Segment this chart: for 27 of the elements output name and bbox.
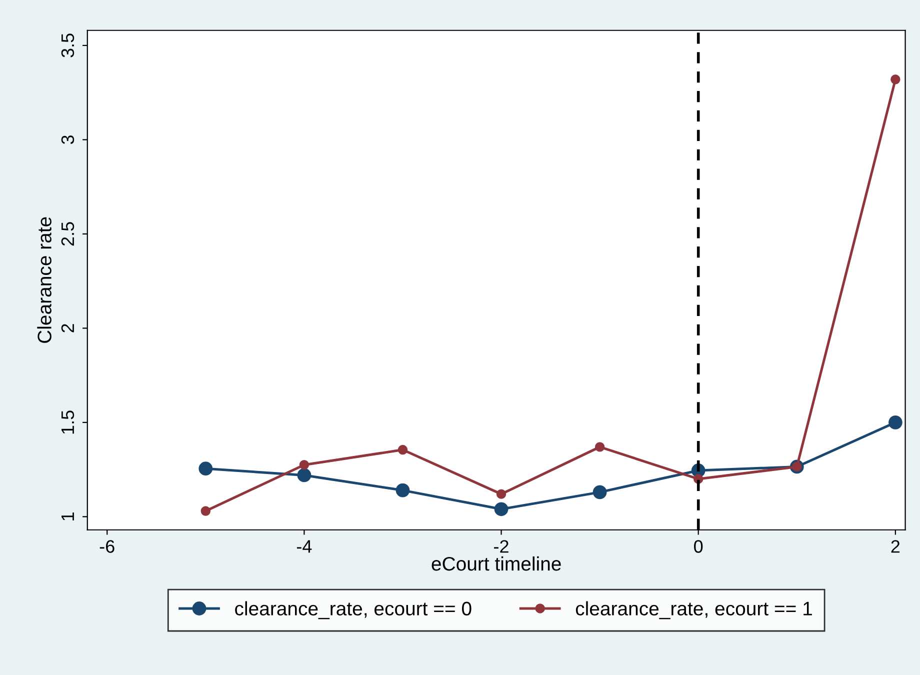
point [200, 506, 211, 516]
x-tick-label: -4 [296, 540, 312, 553]
x-axis-title: eCourt timeline [432, 556, 561, 571]
y-tick-label: 3 [61, 135, 74, 144]
y-tick-label: 1.5 [62, 410, 74, 434]
point [398, 444, 408, 455]
point [299, 460, 310, 470]
point [594, 442, 605, 452]
legend-label: clearance_rate, ecourt == 1 [576, 601, 812, 620]
point [888, 415, 902, 430]
point [198, 462, 213, 476]
y-tick-label: 1 [62, 512, 74, 520]
x-tick-label: 2 [891, 540, 900, 553]
y-tick-label: 3.5 [61, 34, 74, 58]
y-tick-label: 2 [61, 324, 74, 332]
x-tick-label: -2 [494, 540, 508, 553]
point [496, 489, 506, 499]
y-axis-title: Clearance rate [37, 217, 52, 343]
x-tick-label: -6 [100, 540, 114, 553]
x-tick-label: 0 [694, 540, 703, 553]
legend-label: clearance_rate, ecourt == 0 [235, 601, 472, 620]
y-tick-label: 2.5 [61, 222, 74, 246]
point [890, 74, 900, 84]
point [592, 485, 607, 500]
point [494, 502, 508, 516]
point [396, 483, 410, 498]
point [297, 468, 312, 482]
